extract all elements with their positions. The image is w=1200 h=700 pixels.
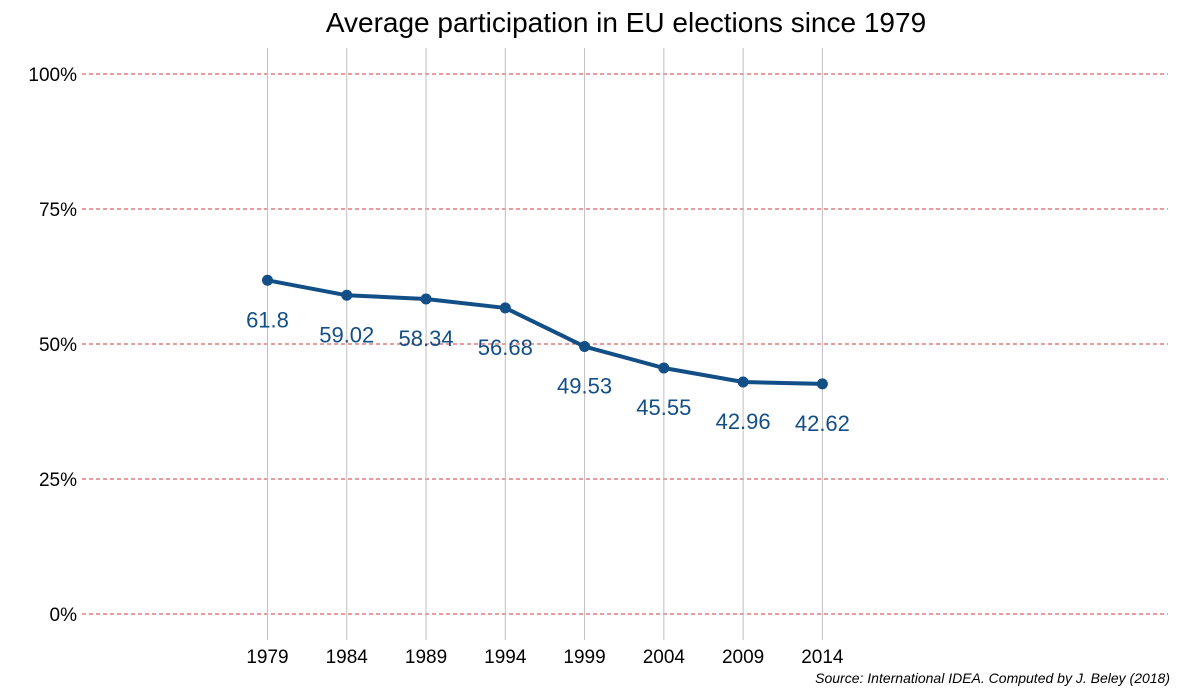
x-tick-label: 1979 [246,647,288,668]
x-tick-label: 2004 [643,647,686,668]
data-point [420,293,432,305]
data-point [737,376,749,388]
series-line [265,278,825,386]
data-label: 45.55 [636,395,691,420]
data-label: 49.53 [557,374,612,399]
y-tick-label: 25% [39,470,77,491]
x-tick-label: 2014 [801,647,844,668]
chart-title: Average participation in EU elections si… [326,7,926,38]
x-axis-tick-labels: 1979 1984 1989 1994 1999 2004 2009 2014 [246,647,844,668]
y-tick-label: 75% [39,200,77,221]
horizontal-gridlines [82,73,1168,615]
data-point [341,289,353,301]
y-tick-label: 0% [50,605,78,626]
y-axis-tick-labels: 0% 25% 50% 75% 100% [28,65,77,626]
data-point [658,362,670,374]
vertical-gridlines [266,48,823,640]
data-point [579,341,591,353]
x-tick-label: 1989 [405,647,447,668]
x-tick-label: 1994 [484,647,527,668]
series-group: 61.8 59.02 58.34 56.68 49.53 45.55 42.96 42.62 [246,274,850,436]
y-tick-label: 50% [39,335,77,356]
data-label: 61.8 [246,307,289,332]
source-caption: Source: International IDEA. Computed by … [815,670,1170,686]
data-point [816,378,828,390]
data-point [261,274,273,286]
data-label: 59.02 [319,322,374,347]
data-label: 56.68 [478,335,533,360]
x-tick-label: 1984 [326,647,369,668]
x-tick-label: 2009 [722,647,764,668]
data-point [499,302,511,314]
data-label: 58.34 [399,326,454,351]
data-label: 42.62 [795,411,850,436]
y-tick-label: 100% [28,65,77,86]
data-label: 42.96 [716,409,771,434]
x-tick-label: 1999 [563,647,605,668]
